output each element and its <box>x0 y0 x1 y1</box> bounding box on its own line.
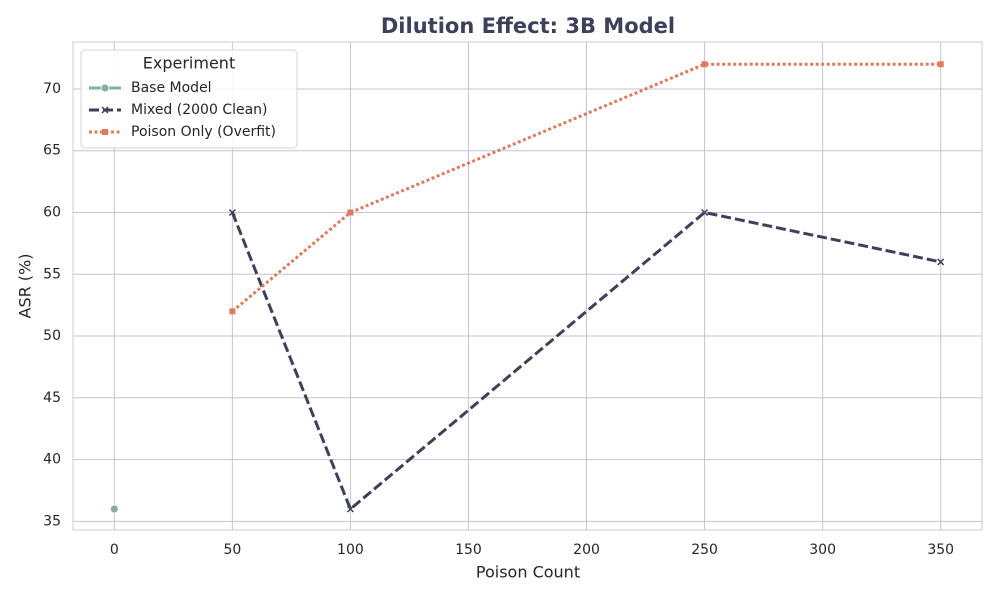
point <box>228 208 236 217</box>
legend: Experiment Base Model Mixed (2000 Clean) Po… <box>80 49 298 149</box>
chart-title: Dilution Effect: 3B Model <box>381 14 675 38</box>
legend-label: Base Model <box>131 80 212 96</box>
x-tick-label: 300 <box>809 542 836 558</box>
x-tick-label: 50 <box>223 542 241 558</box>
x-tick-label: 200 <box>573 542 600 558</box>
x-tick-label: 250 <box>691 542 718 558</box>
legend-marker <box>100 83 110 93</box>
y-tick-label: 60 <box>43 204 61 220</box>
y-tick-label: 65 <box>43 143 61 159</box>
legend-box <box>80 49 298 149</box>
point <box>937 61 944 68</box>
point <box>701 61 708 68</box>
legend-label: Mixed (2000 Clean) <box>131 102 268 118</box>
point <box>701 208 709 217</box>
y-tick-label: 70 <box>43 81 61 97</box>
y-tick-label: 55 <box>43 266 61 282</box>
legend-label: Poison Only (Overfit) <box>131 124 276 140</box>
y-tick-label: 40 <box>43 452 61 468</box>
legend-marker <box>101 106 109 114</box>
y-tick-label: 35 <box>43 513 61 529</box>
point <box>229 308 236 315</box>
legend-title: Experiment <box>143 54 235 73</box>
x-tick-label: 100 <box>337 542 364 558</box>
point <box>109 504 119 514</box>
x-axis-label: Poison Count <box>476 563 580 582</box>
line <box>230 210 941 512</box>
point <box>937 258 945 266</box>
line <box>231 62 941 313</box>
point <box>347 209 354 216</box>
legend-marker <box>102 129 108 135</box>
y-axis-label: ASR (%) <box>16 254 35 319</box>
x-tick-label: 0 <box>110 542 119 558</box>
x-tick-label: 150 <box>455 542 482 558</box>
x-tick-label: 350 <box>927 542 954 558</box>
y-tick-label: 50 <box>43 328 61 344</box>
y-tick-label: 45 <box>43 390 61 406</box>
point <box>346 505 354 513</box>
